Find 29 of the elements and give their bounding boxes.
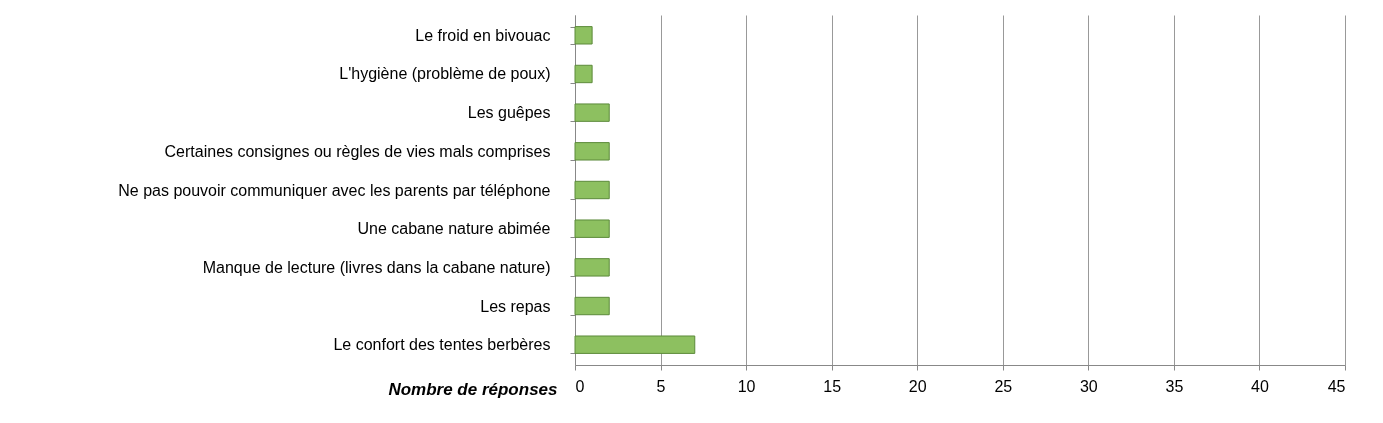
bar	[574, 296, 610, 316]
x-axis-title: Nombre de réponses	[388, 379, 558, 399]
x-tick-label: 0	[575, 377, 585, 395]
x-tick-label: 25	[994, 377, 1013, 395]
x-tick-label: 20	[908, 377, 927, 395]
bar	[574, 142, 610, 161]
y-tick-label: L'hygiène (problème de poux)	[339, 65, 551, 83]
bar	[574, 335, 696, 354]
y-tick-label: Les guêpes	[467, 104, 551, 122]
x-tick-label: 40	[1251, 377, 1269, 395]
x-tick-label: 45	[1327, 377, 1346, 395]
x-tick-label: 10	[737, 377, 756, 395]
y-tick-label: Le confort des tentes berbères	[333, 336, 551, 354]
x-tick-label: 5	[656, 377, 666, 395]
y-tick-label: Certaines consignes ou règles de vies mals comprises	[164, 142, 551, 160]
bar	[574, 180, 610, 200]
bar	[574, 103, 610, 122]
x-tick-label: 35	[1165, 377, 1184, 395]
bar	[574, 258, 610, 277]
y-tick-label: Le froid en bivouac	[415, 26, 551, 44]
y-tick-label: Une cabane nature abimée	[357, 220, 551, 238]
bar	[574, 26, 593, 45]
x-tick-label: 15	[823, 377, 842, 395]
y-tick-label: Manque de lecture (livres dans la cabane nature)	[202, 258, 551, 276]
y-tick-label: Ne pas pouvoir communiquer avec les parents par téléphone	[118, 181, 551, 199]
x-tick-label: 30	[1079, 377, 1098, 395]
bar	[574, 64, 593, 84]
bar	[574, 219, 610, 238]
y-tick-label: Les repas	[480, 297, 551, 315]
